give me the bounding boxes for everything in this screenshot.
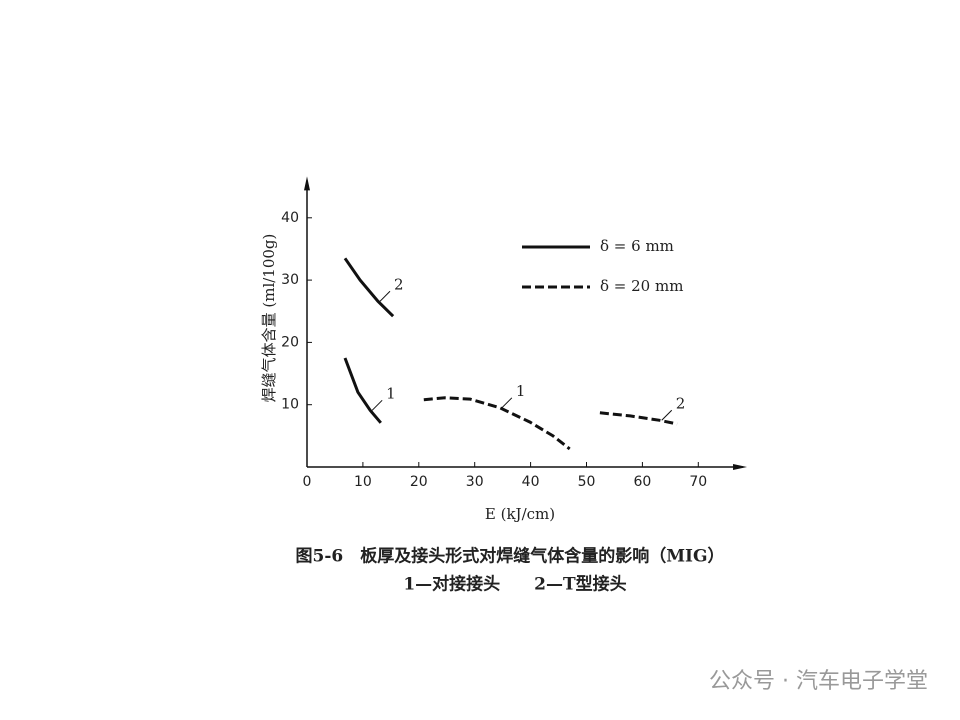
y-tick-label: 30 xyxy=(281,272,299,288)
x-tick-label: 0 xyxy=(303,474,312,490)
curve-leader xyxy=(379,290,391,302)
caption: 图5-6 板厚及接头形式对焊缝气体含量的影响（MIG） xyxy=(296,546,725,567)
x-tick-label: 10 xyxy=(354,474,372,490)
curve xyxy=(599,411,678,426)
y-tick-label: 10 xyxy=(281,397,299,413)
x-axis-arrow xyxy=(733,464,748,470)
x-tick-label: 40 xyxy=(522,474,540,490)
caption-note: 1—对接接头 2—T型接头 xyxy=(403,574,626,595)
curve-label: 2 xyxy=(394,275,404,293)
x-tick-label: 50 xyxy=(578,474,596,490)
watermark: 公众号 · 汽车电子学堂 xyxy=(709,669,928,694)
curve-leader xyxy=(371,399,383,411)
y-axis-arrow xyxy=(304,176,310,191)
x-tick-label: 20 xyxy=(410,474,428,490)
y-tick-label: 40 xyxy=(281,210,299,226)
curve-label: 1 xyxy=(516,382,526,400)
y-tick-label: 20 xyxy=(281,334,299,350)
legend-label: δ = 20 mm xyxy=(600,277,683,295)
x-tick-label: 70 xyxy=(689,474,707,490)
x-tick-label: 60 xyxy=(633,474,651,490)
curve-leader xyxy=(501,397,513,409)
x-tick-label: 30 xyxy=(466,474,484,490)
curve xyxy=(343,357,382,424)
x-axis-label: E (kJ/cm) xyxy=(485,505,555,523)
curve-leader xyxy=(661,409,673,421)
y-axis-label: 焊缝气体含量 (ml/100g) xyxy=(260,234,278,403)
legend-label: δ = 6 mm xyxy=(600,237,674,255)
curve-label: 1 xyxy=(386,384,396,402)
curve xyxy=(343,257,395,318)
curve-label: 2 xyxy=(676,394,686,412)
curve xyxy=(423,396,571,451)
